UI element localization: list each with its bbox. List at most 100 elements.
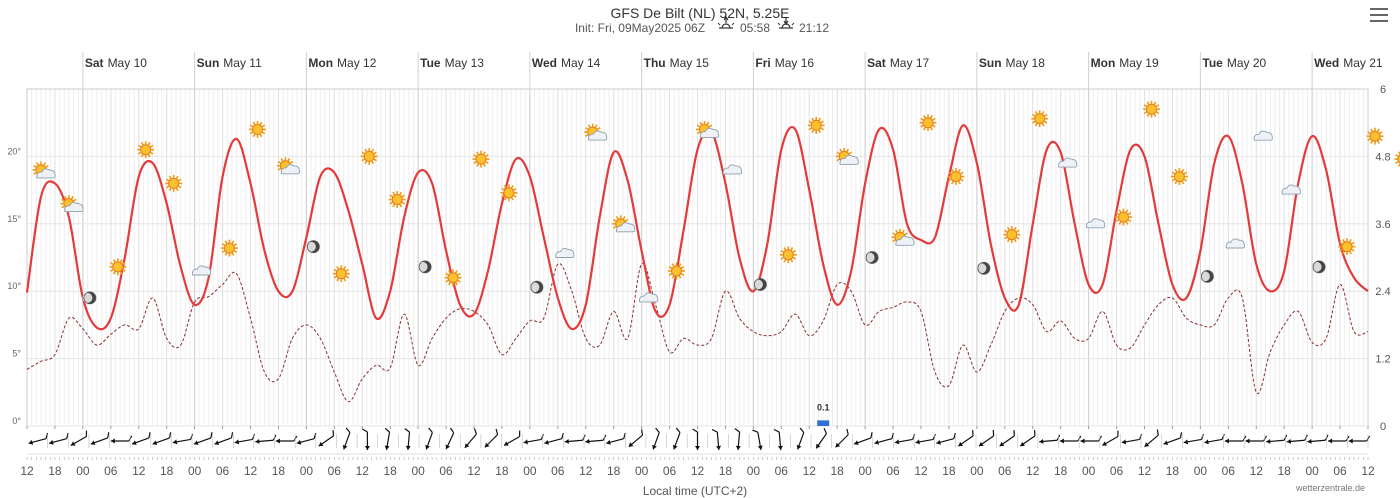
day-label: Tue May 20	[1202, 56, 1266, 70]
x-tick-label: 06	[1110, 464, 1124, 478]
y-tick-label: 0°	[12, 416, 21, 426]
wind-arrow	[342, 427, 351, 450]
wind-arrow	[1080, 435, 1103, 444]
x-tick-label: 18	[831, 464, 845, 478]
sun-icon	[388, 191, 406, 208]
wind-arrow	[978, 429, 995, 447]
moon-icon	[864, 251, 879, 264]
wind-arrow	[464, 428, 477, 449]
y2-tick-label: 3.6	[1375, 219, 1390, 231]
x-tick-label: 00	[1082, 464, 1096, 478]
partly-cloudy-icon	[696, 120, 720, 138]
y2-tick-label: 0	[1380, 421, 1386, 433]
cloud-icon	[639, 292, 659, 303]
sunrise-time: 05:58	[740, 21, 770, 35]
init-text: Init: Fri, 09May2025 06Z	[575, 21, 705, 35]
wind-arrow	[296, 432, 317, 445]
wind-arrow	[711, 428, 722, 451]
partly-cloudy-icon	[584, 123, 608, 141]
wind-arrow	[503, 430, 521, 447]
wind-arrow	[1286, 434, 1308, 444]
sun-icon	[779, 246, 797, 264]
wind-arrow	[564, 434, 586, 444]
wind-arrow	[652, 427, 660, 450]
x-tick-label: 00	[1194, 464, 1208, 478]
moon-icon	[1199, 269, 1214, 283]
x-tick-label: 18	[495, 464, 509, 478]
y-tick-label: 15°	[7, 214, 21, 224]
chart-menu-button[interactable]	[1370, 8, 1388, 22]
wind-arrow	[1204, 433, 1225, 445]
wind-arrow	[1245, 435, 1268, 444]
x-tick-label: 00	[635, 464, 649, 478]
partly-cloudy-icon	[891, 228, 915, 246]
cloud-icon	[1086, 218, 1106, 229]
wind-arrow	[1183, 433, 1205, 445]
sun-icon	[1115, 208, 1132, 226]
wind-arrow	[384, 427, 391, 450]
day-label: Sat May 10	[85, 56, 147, 70]
x-tick-label: 18	[160, 464, 174, 478]
precip-bar	[817, 420, 830, 426]
x-axis-title: Local time (UTC+2)	[643, 484, 747, 498]
moon-icon	[976, 261, 991, 275]
day-label: Sun May 11	[197, 56, 262, 70]
wind-arrow	[1307, 434, 1329, 444]
moon-icon	[305, 240, 320, 254]
x-tick-label: 18	[48, 464, 62, 478]
day-label: Fri May 16	[755, 56, 814, 70]
wind-arrow	[773, 428, 783, 451]
cloud-icon	[192, 265, 212, 276]
x-tick-label: 06	[663, 464, 677, 478]
x-tick-label: 18	[1054, 464, 1068, 478]
x-axis-hours: 12 18 00 06 12 18 00 06 12 18 00 06 12 18 00 06 12 18 00 06…	[20, 426, 1375, 478]
x-tick-label: 06	[328, 464, 342, 478]
sun-icon	[165, 174, 183, 192]
sunset-time: 21:12	[799, 21, 829, 35]
y2-tick-label: 4.8	[1375, 151, 1390, 163]
day-labels: Sat May 10 Sun May 11 Mon May 12 Tue May 13 Wed M…	[85, 56, 1383, 70]
wind-arrow	[193, 432, 213, 446]
x-tick-label: 12	[914, 464, 928, 478]
partly-cloudy-icon	[835, 147, 859, 165]
x-tick-label: 18	[1278, 464, 1292, 478]
wind-arrow	[1144, 429, 1159, 448]
x-tick-label: 12	[1250, 464, 1264, 478]
x-tick-label: 18	[607, 464, 621, 478]
day-label: Mon May 12	[308, 56, 376, 70]
wind-arrow	[815, 428, 828, 449]
sun-icon	[919, 114, 937, 132]
weather-icons	[32, 100, 1400, 305]
moon-icon	[417, 260, 432, 274]
x-tick-label: 00	[1305, 464, 1319, 478]
moon-icon	[82, 291, 97, 305]
precip-label: 0.1	[817, 402, 830, 412]
wind-arrow	[853, 432, 873, 446]
wind-arrow	[752, 429, 763, 450]
y-axis-right: 0 1.2 2.4 3.6 4.8 6	[1375, 84, 1390, 433]
sun-icon	[221, 239, 238, 257]
wind-arrow	[234, 433, 256, 445]
wind-arrow	[628, 429, 644, 448]
dewpoint-line	[26, 263, 1369, 403]
grid-major	[26, 52, 1369, 426]
wind-arrow	[275, 435, 298, 444]
wind-arrow	[445, 427, 455, 450]
y2-tick-label: 2.4	[1375, 286, 1390, 298]
wind-arrow	[362, 428, 370, 450]
sun-icon	[1143, 100, 1160, 118]
day-label: Wed May 14	[532, 56, 601, 70]
day-label: Mon May 19	[1091, 56, 1159, 70]
wind-arrow	[1224, 435, 1247, 444]
wind-arrow	[1328, 435, 1350, 444]
sun-icon	[1338, 238, 1356, 256]
wind-arrow	[1059, 435, 1082, 444]
sun-icon	[1031, 110, 1049, 128]
x-tick-label: 12	[244, 464, 258, 478]
x-tick-label: 00	[76, 464, 90, 478]
wind-arrow	[1102, 430, 1119, 447]
wind-arrow	[28, 432, 49, 445]
x-tick-label: 12	[1026, 464, 1040, 478]
credit-text[interactable]: wetterzentrale.de	[1295, 483, 1365, 493]
y-tick-label: 5°	[12, 349, 21, 359]
